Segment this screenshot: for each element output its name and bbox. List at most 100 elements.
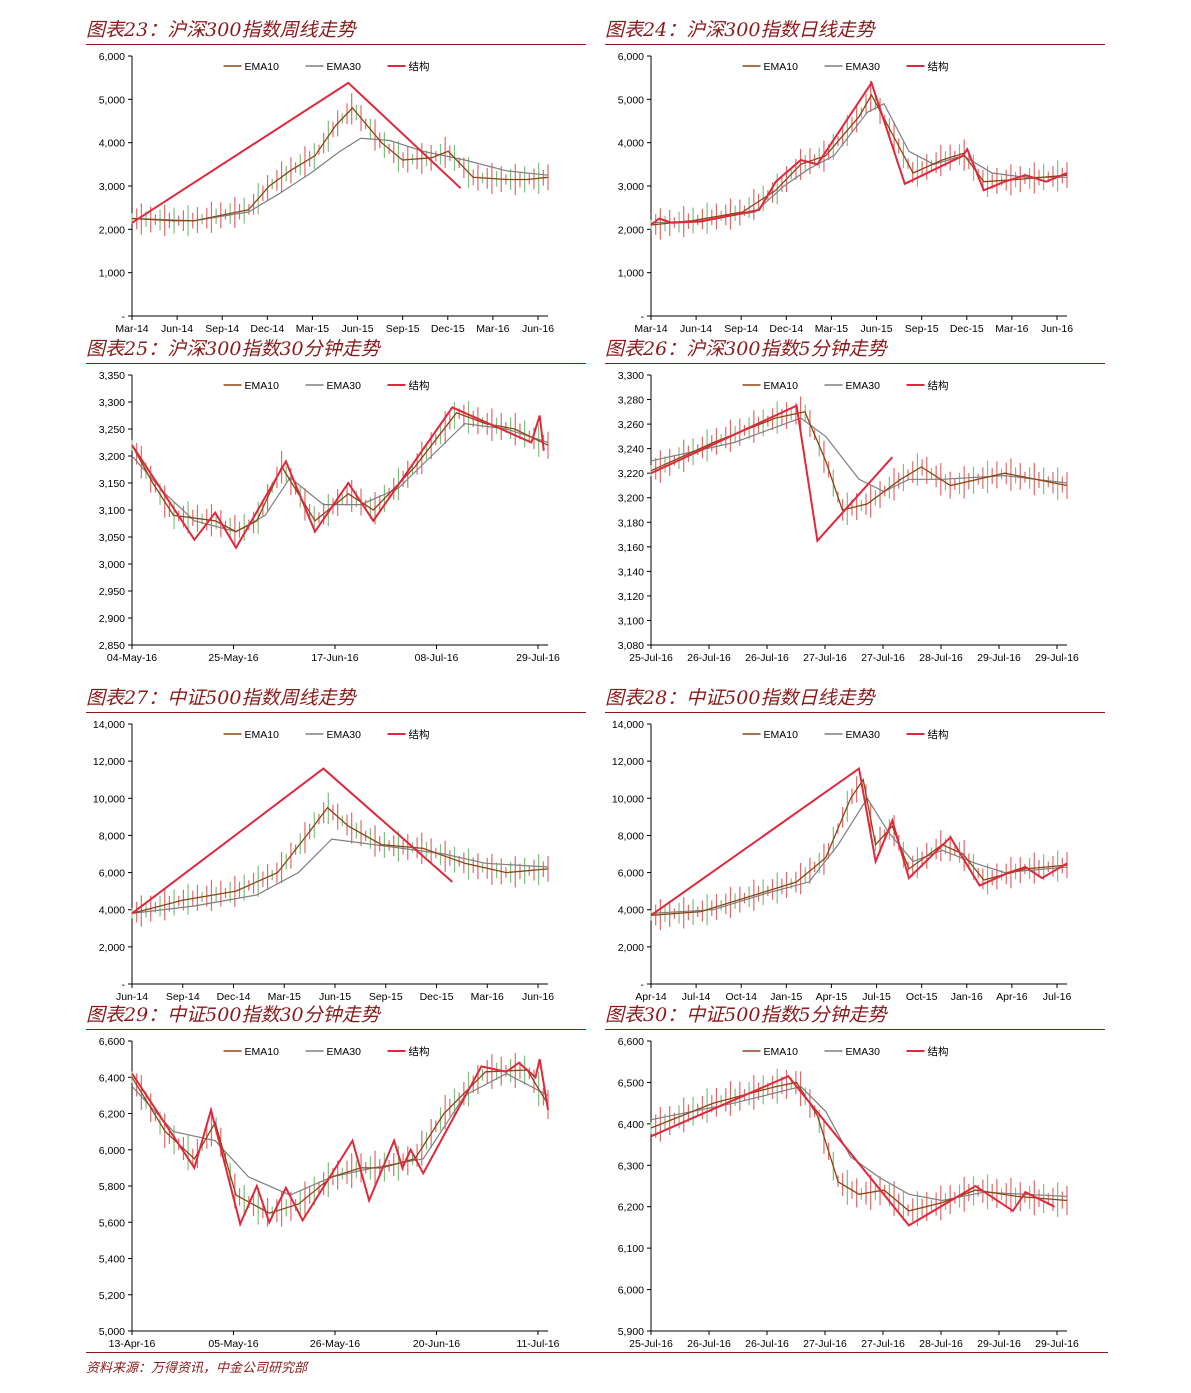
chart-svg: - 2,000 4,000 6,000 8,000 10,000 12,000 14,000 A…	[612, 719, 1072, 1003]
x-tick-label: 28-Jul-16	[919, 652, 963, 664]
legend-label: EMA30	[846, 380, 881, 392]
y-tick-label: 2,900	[99, 613, 125, 625]
legend-label: 结构	[409, 379, 430, 392]
y-tick-label: 5,900	[618, 1326, 644, 1338]
x-tick-label: 26-Jul-16	[745, 1338, 789, 1350]
legend-label: EMA30	[327, 380, 362, 392]
chart-svg: 3,080 3,100 3,120 3,140 3,160 3,180 3,200 3,220…	[618, 370, 1079, 664]
chart-svg: - 1,000 2,000 3,000 4,000 5,000 6,000 Mar-14 Jun…	[618, 51, 1073, 335]
y-tick-label: 6,000	[99, 51, 125, 63]
y-tick-label: 6,000	[618, 1285, 644, 1297]
chart-title: 图表23：沪深300指数周线走势	[86, 18, 586, 45]
x-tick-label: Apr-16	[996, 991, 1028, 1003]
x-tick-label: Jan-15	[770, 991, 802, 1003]
x-tick-label: Jun-16	[522, 323, 554, 335]
x-tick-label: 27-Jul-16	[803, 1338, 847, 1350]
y-tick-label: 6,200	[99, 1109, 125, 1121]
x-tick-label: 04-May-16	[107, 652, 157, 664]
ema30-line	[131, 137, 549, 222]
chart-svg: 2,850 2,900 2,950 3,000 3,050 3,100 3,150 3,200…	[99, 370, 560, 664]
x-tick-label: Sep-14	[205, 323, 239, 335]
ema30-line	[650, 797, 1068, 914]
ema10-line	[131, 1069, 549, 1214]
y-tick-label: 3,260	[618, 419, 644, 431]
structure-line	[131, 767, 453, 915]
legend-label: EMA30	[327, 61, 362, 73]
structure-line	[650, 404, 894, 543]
y-tick-label: 6,500	[618, 1077, 644, 1089]
y-tick-label: 6,300	[618, 1160, 644, 1172]
y-tick-label: 10,000	[612, 793, 644, 805]
chart-svg: 5,900 6,000 6,100 6,200 6,300 6,400 6,500 6,600…	[618, 1036, 1079, 1350]
x-tick-label: Jun-16	[522, 991, 554, 1003]
x-tick-label: Jul-14	[682, 991, 711, 1003]
y-tick-label: 5,000	[618, 94, 644, 106]
x-tick-label: 25-Jul-16	[629, 652, 673, 664]
y-tick-label: 4,000	[99, 138, 125, 150]
y-tick-label: 8,000	[618, 830, 644, 842]
ema10-line	[650, 778, 1068, 916]
y-tick-label: 3,200	[99, 451, 125, 463]
y-tick-label: 3,000	[99, 181, 125, 193]
ema10-line	[131, 412, 549, 533]
x-tick-label: 27-Jul-16	[861, 1338, 905, 1350]
x-tick-label: Dec-14	[217, 991, 251, 1003]
chart-svg: 5,000 5,200 5,400 5,600 5,800 6,000 6,200 6,400…	[99, 1036, 560, 1350]
structure-line	[131, 1058, 549, 1228]
y-tick-label: 6,000	[99, 1145, 125, 1157]
x-tick-label: 29-Jul-16	[516, 652, 560, 664]
x-tick-label: Jan-16	[951, 991, 983, 1003]
y-tick-label: -	[122, 311, 126, 323]
y-tick-label: 12,000	[93, 756, 125, 768]
legend-label: EMA10	[764, 380, 799, 392]
x-tick-label: Mar-14	[634, 323, 667, 335]
x-tick-label: 29-Jul-16	[977, 652, 1021, 664]
x-tick-label: 27-Jul-16	[861, 652, 905, 664]
chart-title: 图表28：中证500指数日线走势	[605, 686, 1105, 713]
legend-label: EMA10	[764, 1046, 799, 1058]
x-tick-label: Jun-16	[1041, 323, 1073, 335]
y-tick-label: 3,200	[618, 493, 644, 505]
chart-svg: - 2,000 4,000 6,000 8,000 10,000 12,000 14,000 J…	[93, 719, 554, 1003]
x-tick-label: Sep-14	[166, 991, 200, 1003]
ema10-line	[131, 107, 549, 222]
y-tick-label: -	[641, 979, 645, 991]
ema30-line	[650, 102, 1067, 224]
chart-svg: - 1,000 2,000 3,000 4,000 5,000 6,000 Mar-14 Jun…	[99, 51, 554, 335]
x-tick-label: 11-Jul-16	[517, 1338, 560, 1350]
x-tick-label: Sep-15	[386, 323, 420, 335]
y-tick-label: 6,200	[618, 1202, 644, 1214]
y-tick-label: 3,100	[99, 505, 125, 517]
x-tick-label: Apr-14	[635, 991, 667, 1003]
y-tick-label: 3,150	[99, 478, 125, 490]
y-tick-label: 5,000	[99, 94, 125, 106]
y-tick-label: 3,000	[99, 559, 125, 571]
x-tick-label: Jun-15	[319, 991, 351, 1003]
chart-title: 图表29：中证500指数30分钟走势	[86, 1003, 586, 1030]
x-tick-label: 26-Jul-16	[687, 652, 731, 664]
x-tick-label: Mar-16	[995, 323, 1028, 335]
y-tick-label: 12,000	[612, 756, 644, 768]
legend-label: 结构	[928, 1045, 949, 1058]
y-tick-label: 6,400	[99, 1072, 125, 1084]
x-tick-label: 26-Jul-16	[687, 1338, 731, 1350]
y-tick-label: 14,000	[612, 719, 644, 731]
y-tick-label: 4,000	[618, 138, 644, 150]
legend-label: EMA10	[245, 380, 280, 392]
y-tick-label: 2,000	[99, 224, 125, 236]
legend-label: 结构	[409, 60, 430, 73]
x-tick-label: 29-Jul-16	[977, 1338, 1021, 1350]
ema30-line	[131, 422, 549, 533]
x-tick-label: Mar-16	[476, 323, 509, 335]
x-tick-label: Sep-15	[369, 991, 403, 1003]
structure-line	[650, 766, 1068, 917]
legend-label: EMA30	[846, 61, 881, 73]
x-tick-label: Jun-14	[161, 323, 193, 335]
y-tick-label: 6,400	[618, 1119, 644, 1131]
y-tick-label: 2,000	[618, 942, 644, 954]
ema10-line	[650, 1081, 1068, 1212]
x-tick-label: 29-Jul-16	[1035, 1338, 1079, 1350]
structure-line	[650, 80, 1068, 226]
x-tick-label: 13-Apr-16	[109, 1338, 156, 1350]
y-tick-label: 5,600	[99, 1217, 125, 1229]
